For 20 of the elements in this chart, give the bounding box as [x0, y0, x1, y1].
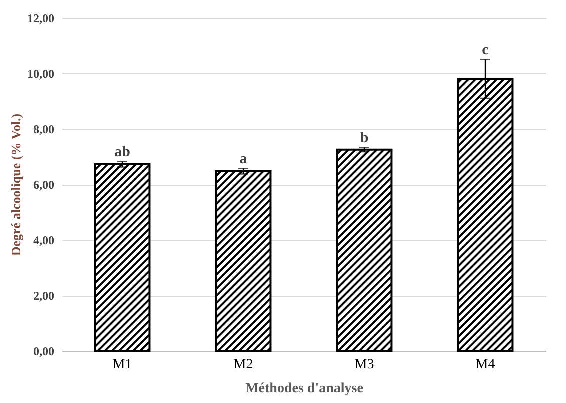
y-tick-label: 10,00	[28, 67, 54, 81]
y-tick-label: 0,00	[34, 344, 54, 358]
x-axis-title: Méthodes d'analyse	[246, 382, 364, 396]
x-tick-label: M2	[234, 358, 254, 372]
y-tick-label: 2,00	[34, 289, 54, 303]
x-tick-label: M3	[354, 358, 374, 372]
annotation: ab	[114, 144, 130, 161]
y-axis-title: Degré alcoolique (% Vol.)	[8, 114, 24, 256]
bar	[336, 148, 393, 352]
annotation: b	[360, 130, 369, 147]
annotation: a	[240, 152, 248, 168]
bar	[94, 164, 151, 352]
x-tick-label: M4	[476, 358, 496, 372]
y-tick-label: 4,00	[34, 234, 54, 248]
bar	[215, 170, 272, 352]
y-tick-label: 8,00	[34, 122, 54, 136]
x-tick-label: M1	[112, 358, 132, 372]
y-tick-label: 6,00	[34, 178, 54, 192]
annotation: c	[482, 42, 490, 59]
y-tick-label: 12,00	[28, 12, 54, 26]
